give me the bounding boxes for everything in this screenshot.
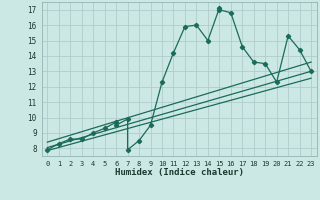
X-axis label: Humidex (Indice chaleur): Humidex (Indice chaleur) xyxy=(115,168,244,177)
